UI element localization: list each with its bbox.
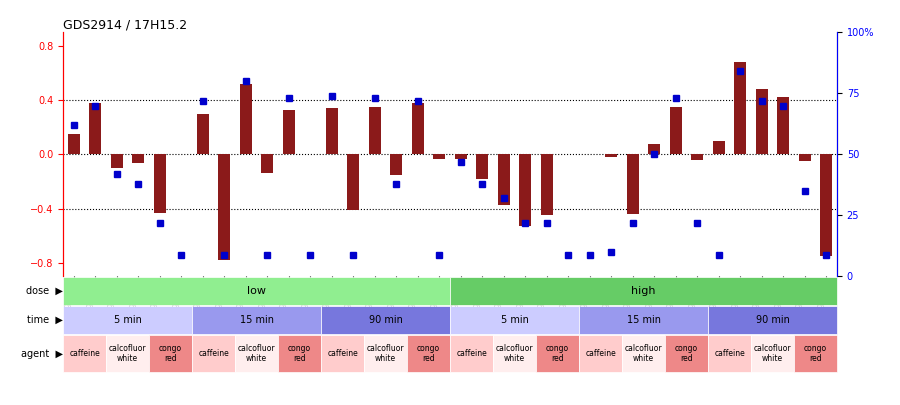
Text: 15 min: 15 min <box>239 315 274 325</box>
Text: congo
red: congo red <box>417 344 440 363</box>
Text: congo
red: congo red <box>675 344 698 363</box>
Text: GDS2914 / 17H15.2: GDS2914 / 17H15.2 <box>63 18 187 31</box>
Text: agent  ▶: agent ▶ <box>21 349 63 358</box>
Bar <box>541 154 553 215</box>
Bar <box>239 84 252 154</box>
Text: 5 min: 5 min <box>500 315 528 325</box>
FancyBboxPatch shape <box>149 335 192 372</box>
Bar <box>412 103 424 154</box>
FancyBboxPatch shape <box>579 306 708 334</box>
Text: time  ▶: time ▶ <box>27 315 63 325</box>
FancyBboxPatch shape <box>536 335 579 372</box>
Text: 90 min: 90 min <box>369 315 402 325</box>
FancyBboxPatch shape <box>364 335 407 372</box>
Bar <box>670 107 681 154</box>
Text: dose  ▶: dose ▶ <box>26 286 63 296</box>
Bar <box>261 154 274 173</box>
Text: 15 min: 15 min <box>626 315 661 325</box>
Bar <box>713 141 725 154</box>
Bar <box>111 154 122 168</box>
Text: congo
red: congo red <box>546 344 569 363</box>
Bar <box>454 154 467 158</box>
Bar <box>154 154 166 213</box>
Text: calcofluor
white: calcofluor white <box>109 344 147 363</box>
FancyBboxPatch shape <box>450 335 493 372</box>
Bar <box>132 154 144 162</box>
Text: 90 min: 90 min <box>756 315 789 325</box>
Bar <box>433 154 446 158</box>
Text: calcofluor
white: calcofluor white <box>366 344 404 363</box>
Bar <box>691 154 703 160</box>
Text: caffeine: caffeine <box>456 349 487 358</box>
Bar <box>68 134 80 154</box>
FancyBboxPatch shape <box>665 335 708 372</box>
Text: caffeine: caffeine <box>198 349 229 358</box>
Bar <box>606 154 617 157</box>
FancyBboxPatch shape <box>192 306 321 334</box>
Text: calcofluor
white: calcofluor white <box>625 344 662 363</box>
FancyBboxPatch shape <box>751 335 794 372</box>
FancyBboxPatch shape <box>708 306 837 334</box>
Bar <box>476 154 488 179</box>
Text: caffeine: caffeine <box>714 349 745 358</box>
Bar <box>197 114 209 154</box>
Text: high: high <box>631 286 656 296</box>
FancyBboxPatch shape <box>450 306 579 334</box>
FancyBboxPatch shape <box>321 335 364 372</box>
Bar <box>219 154 230 260</box>
Bar <box>326 109 338 154</box>
Bar <box>756 90 768 154</box>
Bar <box>89 103 101 154</box>
Bar <box>648 144 661 154</box>
FancyBboxPatch shape <box>622 335 665 372</box>
Text: caffeine: caffeine <box>69 349 100 358</box>
FancyBboxPatch shape <box>192 335 235 372</box>
Text: 5 min: 5 min <box>113 315 141 325</box>
Text: calcofluor
white: calcofluor white <box>496 344 534 363</box>
FancyBboxPatch shape <box>493 335 536 372</box>
FancyBboxPatch shape <box>708 335 751 372</box>
Bar <box>778 98 789 154</box>
FancyBboxPatch shape <box>278 335 321 372</box>
FancyBboxPatch shape <box>63 306 192 334</box>
FancyBboxPatch shape <box>106 335 149 372</box>
FancyBboxPatch shape <box>579 335 622 372</box>
Bar <box>498 154 509 205</box>
Bar <box>519 154 531 226</box>
Bar <box>391 154 402 175</box>
Bar <box>626 154 639 214</box>
Text: caffeine: caffeine <box>327 349 358 358</box>
FancyBboxPatch shape <box>321 306 450 334</box>
Text: calcofluor
white: calcofluor white <box>753 344 791 363</box>
Bar <box>283 110 294 154</box>
Bar <box>369 107 381 154</box>
FancyBboxPatch shape <box>450 277 837 305</box>
Bar <box>820 154 832 256</box>
Bar <box>799 154 811 161</box>
Text: congo
red: congo red <box>804 344 827 363</box>
FancyBboxPatch shape <box>63 277 450 305</box>
FancyBboxPatch shape <box>407 335 450 372</box>
Text: calcofluor
white: calcofluor white <box>238 344 275 363</box>
Bar <box>347 154 359 210</box>
Text: low: low <box>247 286 266 296</box>
FancyBboxPatch shape <box>63 335 106 372</box>
FancyBboxPatch shape <box>794 335 837 372</box>
Text: congo
red: congo red <box>288 344 311 363</box>
Text: congo
red: congo red <box>159 344 182 363</box>
FancyBboxPatch shape <box>235 335 278 372</box>
Text: caffeine: caffeine <box>585 349 616 358</box>
Bar <box>734 62 746 154</box>
